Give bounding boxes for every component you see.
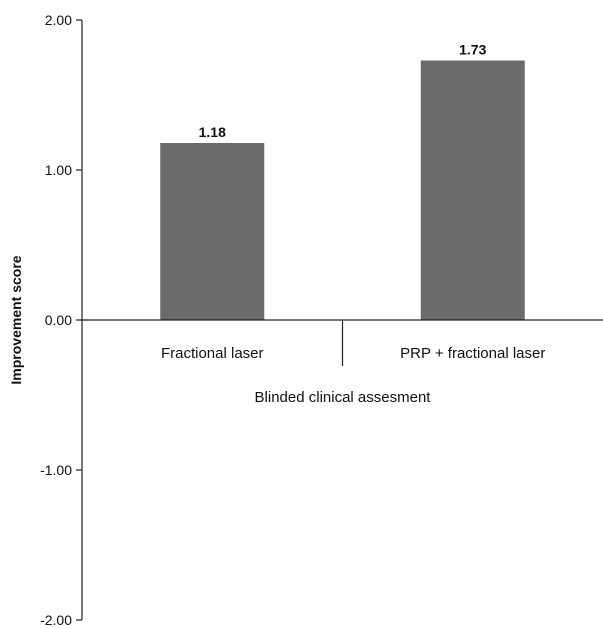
y-axis-title: Improvement score xyxy=(8,255,24,384)
bar xyxy=(420,60,525,320)
x-axis: Fractional laser PRP + fractional laser xyxy=(82,319,603,366)
bar-value-label: 1.73 xyxy=(459,42,486,58)
y-tick-label: 1.00 xyxy=(45,162,72,178)
y-tick-label: -2.00 xyxy=(40,612,72,628)
bars: 1.18 1.73 xyxy=(160,42,525,320)
y-tick-label: -1.00 xyxy=(40,462,72,478)
x-tick-label: PRP + fractional laser xyxy=(400,345,545,362)
x-tick-label: Fractional laser xyxy=(161,345,264,362)
bar-value-label: 1.18 xyxy=(199,124,226,140)
y-tick-label: 2.00 xyxy=(45,12,72,28)
x-axis-title: Blinded clinical assesment xyxy=(255,389,432,406)
y-axis: 2.00 1.00 0.00 -1.00 -2.00 xyxy=(40,12,83,628)
y-tick-label: 0.00 xyxy=(45,312,72,328)
bar xyxy=(160,143,265,320)
